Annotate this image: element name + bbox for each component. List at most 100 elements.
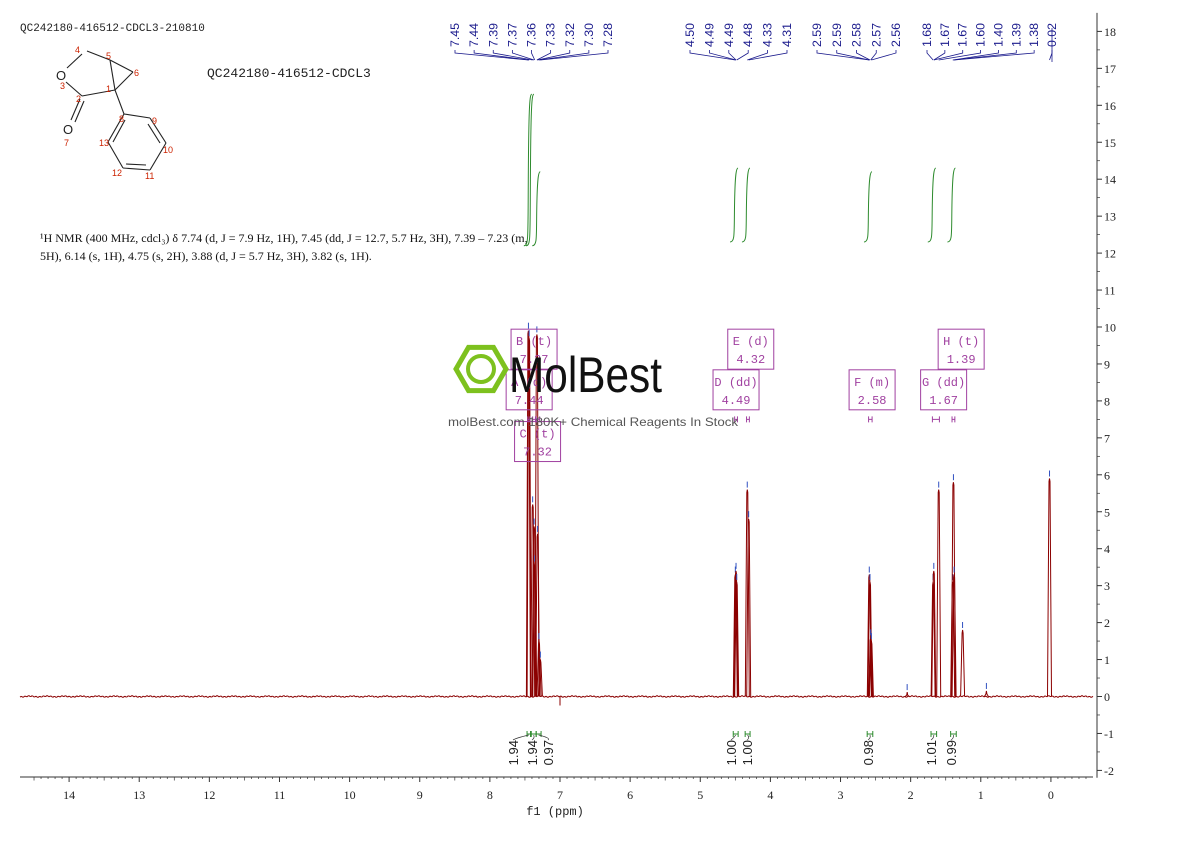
integral-leader xyxy=(930,734,935,741)
x-tick-label: 4 xyxy=(767,788,773,802)
spectrum-peak xyxy=(866,574,872,697)
peak-label-leader xyxy=(454,50,529,61)
multiplet-shift: 7.32 xyxy=(523,446,552,460)
right-tick-label: 14 xyxy=(1104,173,1116,187)
x-tick-label: 7 xyxy=(557,788,563,802)
peak-label-leader xyxy=(856,50,871,61)
atom-number: 11 xyxy=(145,171,154,181)
peak-label-leader xyxy=(748,50,788,61)
right-tick-label: 15 xyxy=(1104,136,1116,150)
x-tick-label: 0 xyxy=(1048,788,1054,802)
integral-leader xyxy=(746,734,750,741)
molecular-structure xyxy=(65,50,167,171)
right-tick-label: -2 xyxy=(1104,764,1114,778)
x-tick-label: 2 xyxy=(908,788,914,802)
spectrum-peak xyxy=(960,629,966,697)
file-id-text: QC242180-416512-CDCL3-210810 xyxy=(20,23,205,35)
multiplet-shift: 1.67 xyxy=(929,394,958,408)
right-tick-label: 6 xyxy=(1104,468,1110,482)
element-label-o7: O xyxy=(63,122,73,137)
integral-leader xyxy=(538,734,549,741)
spectrum-peak xyxy=(936,489,942,697)
atom-number: 13 xyxy=(99,138,109,148)
spectrum-peak xyxy=(532,563,538,697)
nmr-description-line-2: 5H), 6.14 (s, 1H), 4.75 (s, 2H), 3.88 (d… xyxy=(40,249,372,263)
peak-label: 1.60 xyxy=(974,23,988,47)
peak-label: 1.38 xyxy=(1027,23,1041,47)
spectrum-peak xyxy=(537,659,543,697)
bond-5-1 xyxy=(109,59,116,91)
atom-number: 7 xyxy=(64,138,69,148)
right-tick-label: 10 xyxy=(1104,321,1116,335)
multiplet-title: C (t) xyxy=(520,428,556,442)
peak-label: 1.39 xyxy=(1009,23,1023,47)
multiplet-shift: 1.39 xyxy=(947,353,976,367)
bond-6-1 xyxy=(114,71,134,91)
spectrum-baseline xyxy=(19,695,1094,698)
peak-label: 1.40 xyxy=(991,23,1005,47)
right-tick-label: 4 xyxy=(1104,542,1110,556)
multiplet-box xyxy=(937,328,985,370)
integral-leader xyxy=(512,734,529,741)
peak-label: 2.59 xyxy=(830,23,844,47)
peak-label: 4.50 xyxy=(683,23,697,47)
atom-number: 6 xyxy=(134,68,139,78)
right-tick-label: 7 xyxy=(1104,431,1110,445)
spectrum-peak xyxy=(734,581,740,697)
bond-2-o7-b xyxy=(74,100,85,123)
right-tick-label: 11 xyxy=(1104,284,1116,298)
peak-label: 1.67 xyxy=(938,23,952,47)
spectrum-peak xyxy=(733,570,739,697)
peak-label-leader xyxy=(537,50,571,61)
integral-value: 1.94 xyxy=(506,740,521,765)
peak-label: 7.39 xyxy=(486,23,500,47)
x-tick-label: 3 xyxy=(838,788,844,802)
peak-label-leader xyxy=(954,50,1035,61)
right-tick-label: 13 xyxy=(1104,210,1116,224)
peak-label-leader xyxy=(816,50,870,61)
element-label-o3: O xyxy=(56,68,66,83)
multiplet-title: B (t) xyxy=(516,335,552,349)
x-tick-label: 10 xyxy=(344,788,356,802)
nmr-description-line-1: ¹H NMR (400 MHz, cdcl₃) δ 7.74 (d, J = 7… xyxy=(40,231,528,245)
integral-leader xyxy=(531,734,535,741)
peak-label-leader xyxy=(836,50,870,61)
spectrum-peak xyxy=(867,581,873,697)
spectrum-title: QC242180-416512-CDCL3 xyxy=(207,66,371,81)
integral-value: 1.00 xyxy=(740,740,755,765)
integral-curve xyxy=(729,167,739,243)
x-tick-label: 14 xyxy=(63,788,75,802)
x-tick-label: 12 xyxy=(203,788,215,802)
right-tick-label: 16 xyxy=(1104,99,1116,113)
bond-11-12-inner xyxy=(125,163,147,166)
integral-leader xyxy=(867,734,871,741)
peak-label-leader xyxy=(747,50,768,61)
peak-label-leader xyxy=(531,50,536,61)
right-tick-label: 1 xyxy=(1104,653,1110,667)
right-tick-label: -1 xyxy=(1104,727,1114,741)
bond-o3-2 xyxy=(65,81,83,97)
right-tick-label: 5 xyxy=(1104,505,1110,519)
peak-label-leader xyxy=(952,50,999,61)
multiplet-shift: 4.32 xyxy=(736,353,765,367)
integral-value: 0.97 xyxy=(541,740,556,765)
peak-label: 2.58 xyxy=(850,23,864,47)
integral-curve xyxy=(947,167,956,243)
peak-label-leader xyxy=(728,50,737,61)
multiplet-box xyxy=(514,421,562,463)
peak-label: 4.31 xyxy=(780,23,794,47)
right-tick-label: 2 xyxy=(1104,616,1110,630)
spectrum-peak xyxy=(746,519,752,697)
spectrum-peak xyxy=(931,570,937,697)
right-tick-label: 0 xyxy=(1104,690,1110,704)
atom-number: 3 xyxy=(60,81,65,91)
multiplet-title: G (dd) xyxy=(922,376,965,390)
integral-curve xyxy=(927,167,937,243)
peak-label-leader xyxy=(736,50,749,61)
bond-2-o7-a xyxy=(70,98,81,121)
multiplet-box xyxy=(505,369,553,411)
peak-label: 7.28 xyxy=(601,23,615,47)
spectrum-peak xyxy=(535,533,541,697)
peak-label-leader xyxy=(511,50,535,61)
